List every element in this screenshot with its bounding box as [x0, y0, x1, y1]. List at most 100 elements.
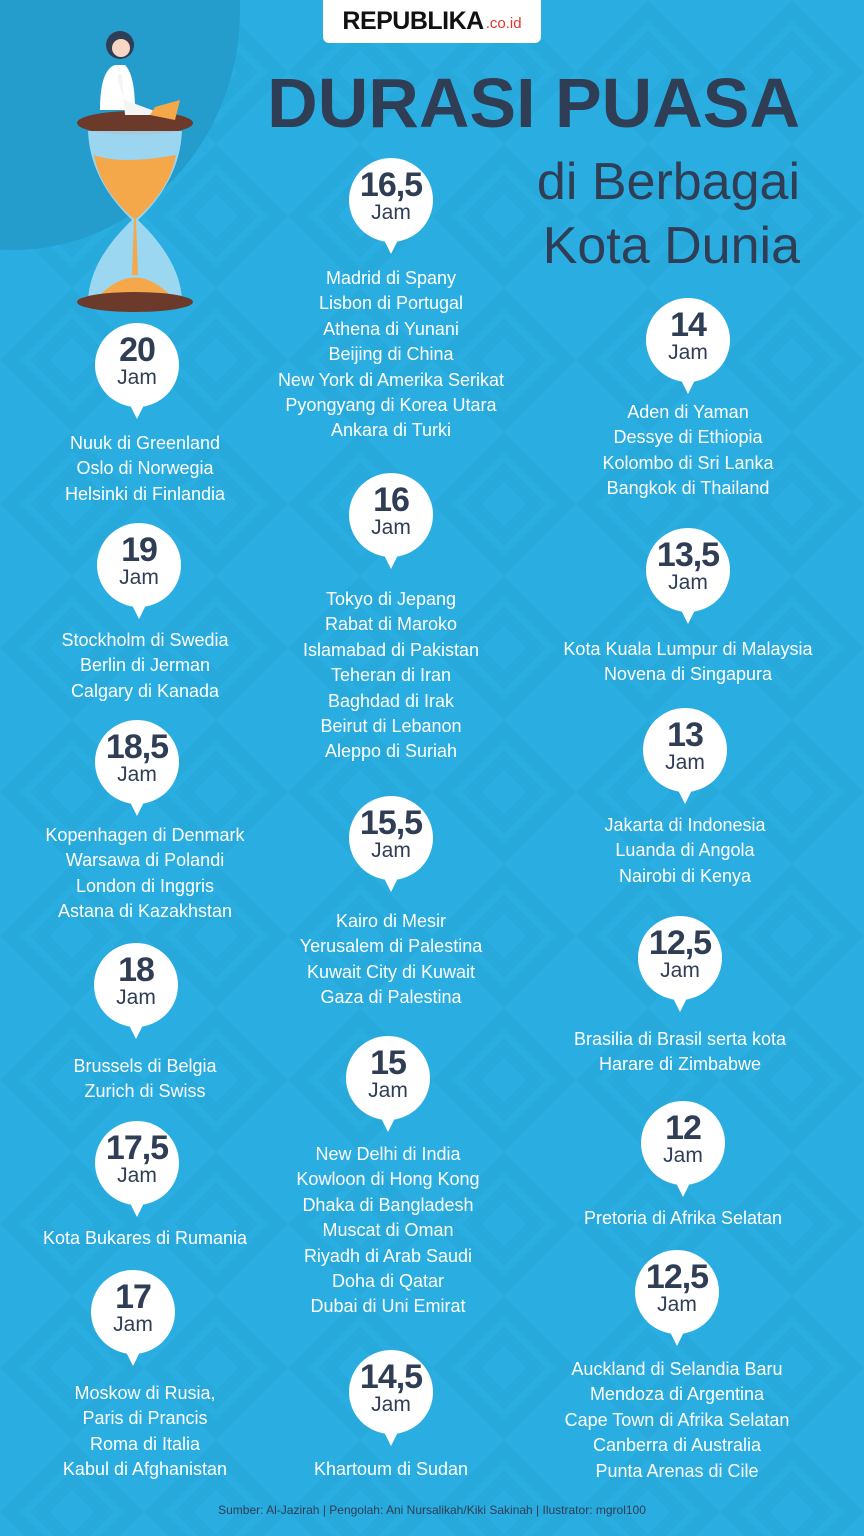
duration-bubble: 14 Jam: [646, 298, 730, 394]
city-item: Kopenhagen di Denmark: [45, 825, 245, 845]
duration-bubble: 17 Jam: [91, 1270, 175, 1366]
city-list: Stockholm di Swedia Berlin di Jerman Calga…: [0, 628, 290, 704]
city-item: Roma di Italia: [89, 1433, 201, 1454]
duration-bubble: 14,5 Jam: [349, 1350, 433, 1446]
duration-hours: 20: [119, 331, 156, 369]
city-item: Yerusalem di Palestina: [299, 936, 483, 957]
duration-unit: Jam: [117, 1164, 157, 1187]
city-item: Kabul di Afghanistan: [62, 1459, 228, 1480]
city-list: Aden di Yaman Dessye di Ethiopia Kolombo d…: [543, 400, 833, 502]
city-item: Zurich di Swiss: [84, 1081, 206, 1102]
republika-logo[interactable]: REPUBLIKA .co.id: [323, 0, 541, 43]
subtitle-line-1: di Berbagai: [536, 153, 800, 211]
city-item: Islamabad di Pakistan: [302, 639, 480, 660]
city-item: Stockholm di Swedia: [61, 630, 229, 650]
city-list: Auckland di Selandia Baru Mendoza di Arge…: [532, 1357, 822, 1484]
city-item: Nairobi di Kenya: [618, 865, 752, 886]
subtitle-line-2: Kota Dunia: [542, 217, 800, 275]
duration-hours: 15: [370, 1044, 407, 1082]
city-item: Mendoza di Argentina: [589, 1384, 765, 1405]
city-item: Beijing di China: [328, 344, 454, 365]
duration-unit: Jam: [119, 566, 159, 589]
city-list: Tokyo di Jepang Rabat di Maroko Islamabad …: [246, 587, 536, 765]
duration-bubble: 13,5 Jam: [646, 528, 730, 624]
duration-unit: Jam: [663, 1144, 703, 1167]
city-item: Punta Arenas di Cile: [595, 1460, 759, 1481]
duration-unit: Jam: [657, 1293, 697, 1316]
city-item: Helsinki di Finlandia: [64, 483, 226, 504]
city-item: Lisbon di Portugal: [318, 293, 464, 314]
hourglass-illustration: [77, 31, 193, 312]
duration-unit: Jam: [116, 986, 156, 1009]
duration-bubble: 19 Jam: [97, 523, 181, 619]
city-item: Jakarta di Indonesia: [604, 815, 766, 835]
duration-hours: 15,5: [359, 804, 423, 842]
city-item: Baghdad di Irak: [327, 690, 455, 711]
city-list: Kota Kuala Lumpur di Malaysia Novena di S…: [543, 637, 833, 688]
city-item: Astana di Kazakhstan: [57, 901, 233, 922]
duration-unit: Jam: [371, 201, 411, 224]
logo-domain: .co.id: [485, 15, 522, 32]
city-item: Cape Town di Afrika Selatan: [564, 1409, 790, 1430]
city-item: Khartoum di Sudan: [313, 1459, 469, 1479]
duration-bubble: 20 Jam: [95, 323, 179, 419]
city-item: Teheran di Iran: [330, 665, 452, 686]
duration-hours: 19: [121, 531, 158, 569]
city-item: London di Inggris: [75, 875, 215, 896]
city-list: Madrid di Spany Lisbon di Portugal Athena …: [246, 266, 536, 444]
duration-unit: Jam: [117, 763, 157, 786]
duration-hours: 12,5: [648, 924, 712, 962]
city-item: Kolombo di Sri Lanka: [602, 452, 774, 473]
city-item: Brasilia di Brasil serta kota: [573, 1029, 787, 1049]
duration-bubble: 13 Jam: [643, 708, 727, 804]
city-list: New Delhi di India Kowloon di Hong Kong Dh…: [243, 1142, 533, 1320]
city-item: Riyadh di Arab Saudi: [303, 1245, 473, 1266]
duration-bubble: 15,5 Jam: [349, 796, 433, 892]
city-item: Muscat di Oman: [322, 1220, 454, 1241]
city-item: Pyongyang di Korea Utara: [285, 395, 497, 416]
duration-hours: 17,5: [105, 1129, 169, 1167]
city-item: Aleppo di Suriah: [324, 741, 458, 762]
city-item: Dhaka di Bangladesh: [302, 1194, 474, 1215]
city-item: Auckland di Selandia Baru: [571, 1359, 783, 1379]
duration-hours: 16: [373, 481, 410, 519]
duration-bubble: 17,5 Jam: [95, 1121, 179, 1217]
city-item: Berlin di Jerman: [79, 655, 211, 676]
duration-unit: Jam: [668, 341, 708, 364]
duration-bubble: 12,5 Jam: [635, 1250, 719, 1346]
duration-unit: Jam: [371, 839, 411, 862]
duration-bubble: 12 Jam: [641, 1101, 725, 1197]
city-item: Pretoria di Afrika Selatan: [583, 1208, 783, 1228]
city-item: Dubai di Uni Emirat: [310, 1296, 466, 1317]
subtitle: di Berbagai Kota Dunia: [537, 150, 800, 278]
duration-hours: 12: [665, 1109, 702, 1147]
city-item: Aden di Yaman: [627, 402, 749, 422]
duration-unit: Jam: [117, 366, 157, 389]
city-item: Calgary di Kanada: [70, 680, 220, 701]
city-item: Gaza di Palestina: [320, 987, 462, 1008]
city-item: Tokyo di Jepang: [325, 589, 457, 609]
logo-brand: REPUBLIKA: [342, 7, 484, 35]
city-item: Beirut di Lebanon: [320, 716, 462, 737]
duration-unit: Jam: [371, 1393, 411, 1416]
city-list: Moskow di Rusia, Paris di Prancis Roma di …: [0, 1381, 290, 1483]
duration-bubble: 16,5 Jam: [349, 158, 433, 254]
duration-bubble: 12,5 Jam: [638, 916, 722, 1012]
city-list: Pretoria di Afrika Selatan: [538, 1206, 828, 1231]
city-item: Kuwait City di Kuwait: [306, 961, 476, 982]
city-item: Kairo di Mesir: [335, 911, 447, 931]
city-item: Canberra di Australia: [592, 1435, 762, 1456]
city-item: Dessye di Ethiopia: [613, 427, 763, 448]
city-item: Brussels di Belgia: [73, 1056, 217, 1076]
city-list: Brussels di Belgia Zurich di Swiss: [0, 1054, 290, 1105]
duration-bubble: 15 Jam: [346, 1036, 430, 1132]
city-item: Paris di Prancis: [82, 1408, 208, 1429]
city-list: Khartoum di Sudan: [246, 1457, 536, 1482]
city-item: Bangkok di Thailand: [606, 478, 770, 499]
credits-footer: Sumber: Al-Jazirah | Pengolah: Ani Nursa…: [218, 1503, 646, 1517]
duration-hours: 17: [115, 1278, 152, 1316]
city-item: Doha di Qatar: [331, 1271, 445, 1292]
city-item: Kowloon di Hong Kong: [296, 1169, 480, 1190]
duration-bubble: 18,5 Jam: [95, 720, 179, 816]
city-item: Moskow di Rusia,: [74, 1383, 216, 1403]
